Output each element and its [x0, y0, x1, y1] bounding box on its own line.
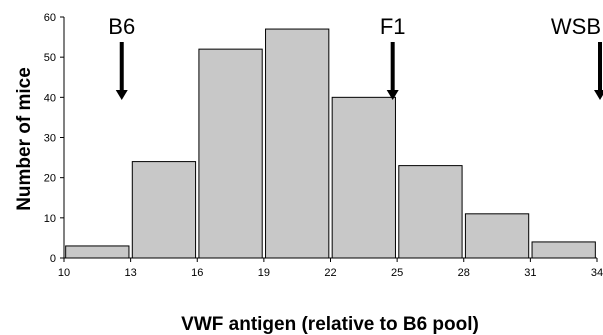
histogram-bar: [464, 213, 530, 259]
x-tick-label: 31: [524, 267, 536, 279]
x-axis-title: VWF antigen (relative to B6 pool): [181, 314, 479, 335]
annotation-arrow-head: [386, 90, 399, 100]
y-axis-title-group: Number of mice: [14, 67, 35, 211]
y-tick-label: 20: [44, 173, 56, 185]
y-axis-title: Number of mice: [14, 67, 35, 211]
annotation-arrow-head: [115, 90, 128, 100]
y-tick-label: 10: [44, 213, 56, 225]
y-tick-label: 60: [44, 12, 56, 24]
annotation-label: B6: [108, 14, 135, 39]
annotation-arrow-head: [594, 90, 603, 100]
histogram-bar: [198, 48, 263, 259]
x-tick-label: 34: [591, 267, 603, 279]
y-tick-label: 40: [44, 92, 56, 104]
x-tick-label: 22: [324, 267, 336, 279]
y-tick-label: 30: [44, 133, 56, 145]
y-tick-label: 50: [44, 52, 56, 64]
histogram-bar: [331, 96, 396, 259]
x-tick-label: 19: [258, 267, 270, 279]
histogram-bar: [65, 245, 130, 259]
x-tick-label: 28: [458, 267, 470, 279]
histogram-bar: [531, 241, 596, 259]
histogram-bar: [398, 165, 463, 259]
x-tick-label: 10: [58, 267, 70, 279]
annotation-label: F1: [380, 14, 406, 39]
x-tick-label: 16: [191, 267, 203, 279]
y-tick-label: 0: [50, 253, 56, 265]
annotation-label: WSB: [551, 14, 601, 39]
x-tick-label: 25: [391, 267, 403, 279]
histogram-bar: [131, 161, 197, 259]
histogram-bar: [265, 28, 330, 259]
x-tick-label: 13: [125, 267, 137, 279]
